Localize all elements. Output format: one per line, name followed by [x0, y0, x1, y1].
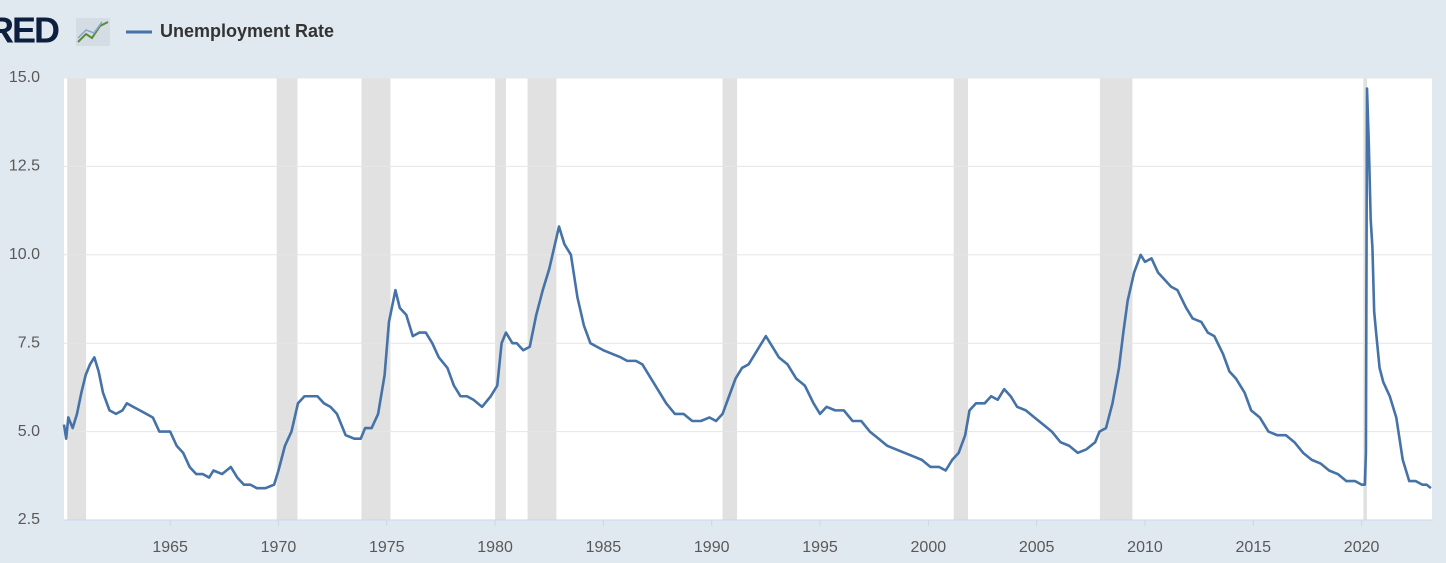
- y-tick-label: 12.5: [9, 158, 40, 175]
- x-tick-label: 2005: [1019, 539, 1055, 556]
- plot-area: [64, 78, 1432, 520]
- x-tick-label: 1965: [152, 539, 188, 556]
- x-tick-label: 1975: [369, 539, 405, 556]
- x-tick-label: 2015: [1235, 539, 1271, 556]
- x-tick-label: 1980: [477, 539, 513, 556]
- legend-label: Unemployment Rate: [160, 21, 334, 41]
- x-tick-label: 1985: [586, 539, 622, 556]
- y-tick-label: 5.0: [18, 423, 40, 440]
- x-tick-label: 2020: [1344, 539, 1380, 556]
- recession-band: [361, 78, 391, 520]
- recession-band: [527, 78, 557, 520]
- recession-band: [276, 78, 298, 520]
- x-tick-label: 2010: [1127, 539, 1163, 556]
- recession-band: [722, 78, 738, 520]
- x-tick-label: 1990: [694, 539, 730, 556]
- x-tick-label: 1995: [802, 539, 838, 556]
- recession-band: [495, 78, 506, 520]
- x-tick-label: 1970: [261, 539, 297, 556]
- y-tick-label: 10.0: [9, 246, 40, 263]
- logo: FRED: [0, 10, 59, 51]
- recession-band: [953, 78, 968, 520]
- x-tick-label: 2000: [911, 539, 947, 556]
- y-tick-label: 2.5: [18, 511, 40, 528]
- y-tick-label: 7.5: [18, 334, 40, 351]
- y-tick-label: 15.0: [9, 69, 40, 86]
- series-line: [62, 87, 1432, 490]
- logo-icon: [76, 18, 110, 46]
- recession-band: [67, 78, 87, 520]
